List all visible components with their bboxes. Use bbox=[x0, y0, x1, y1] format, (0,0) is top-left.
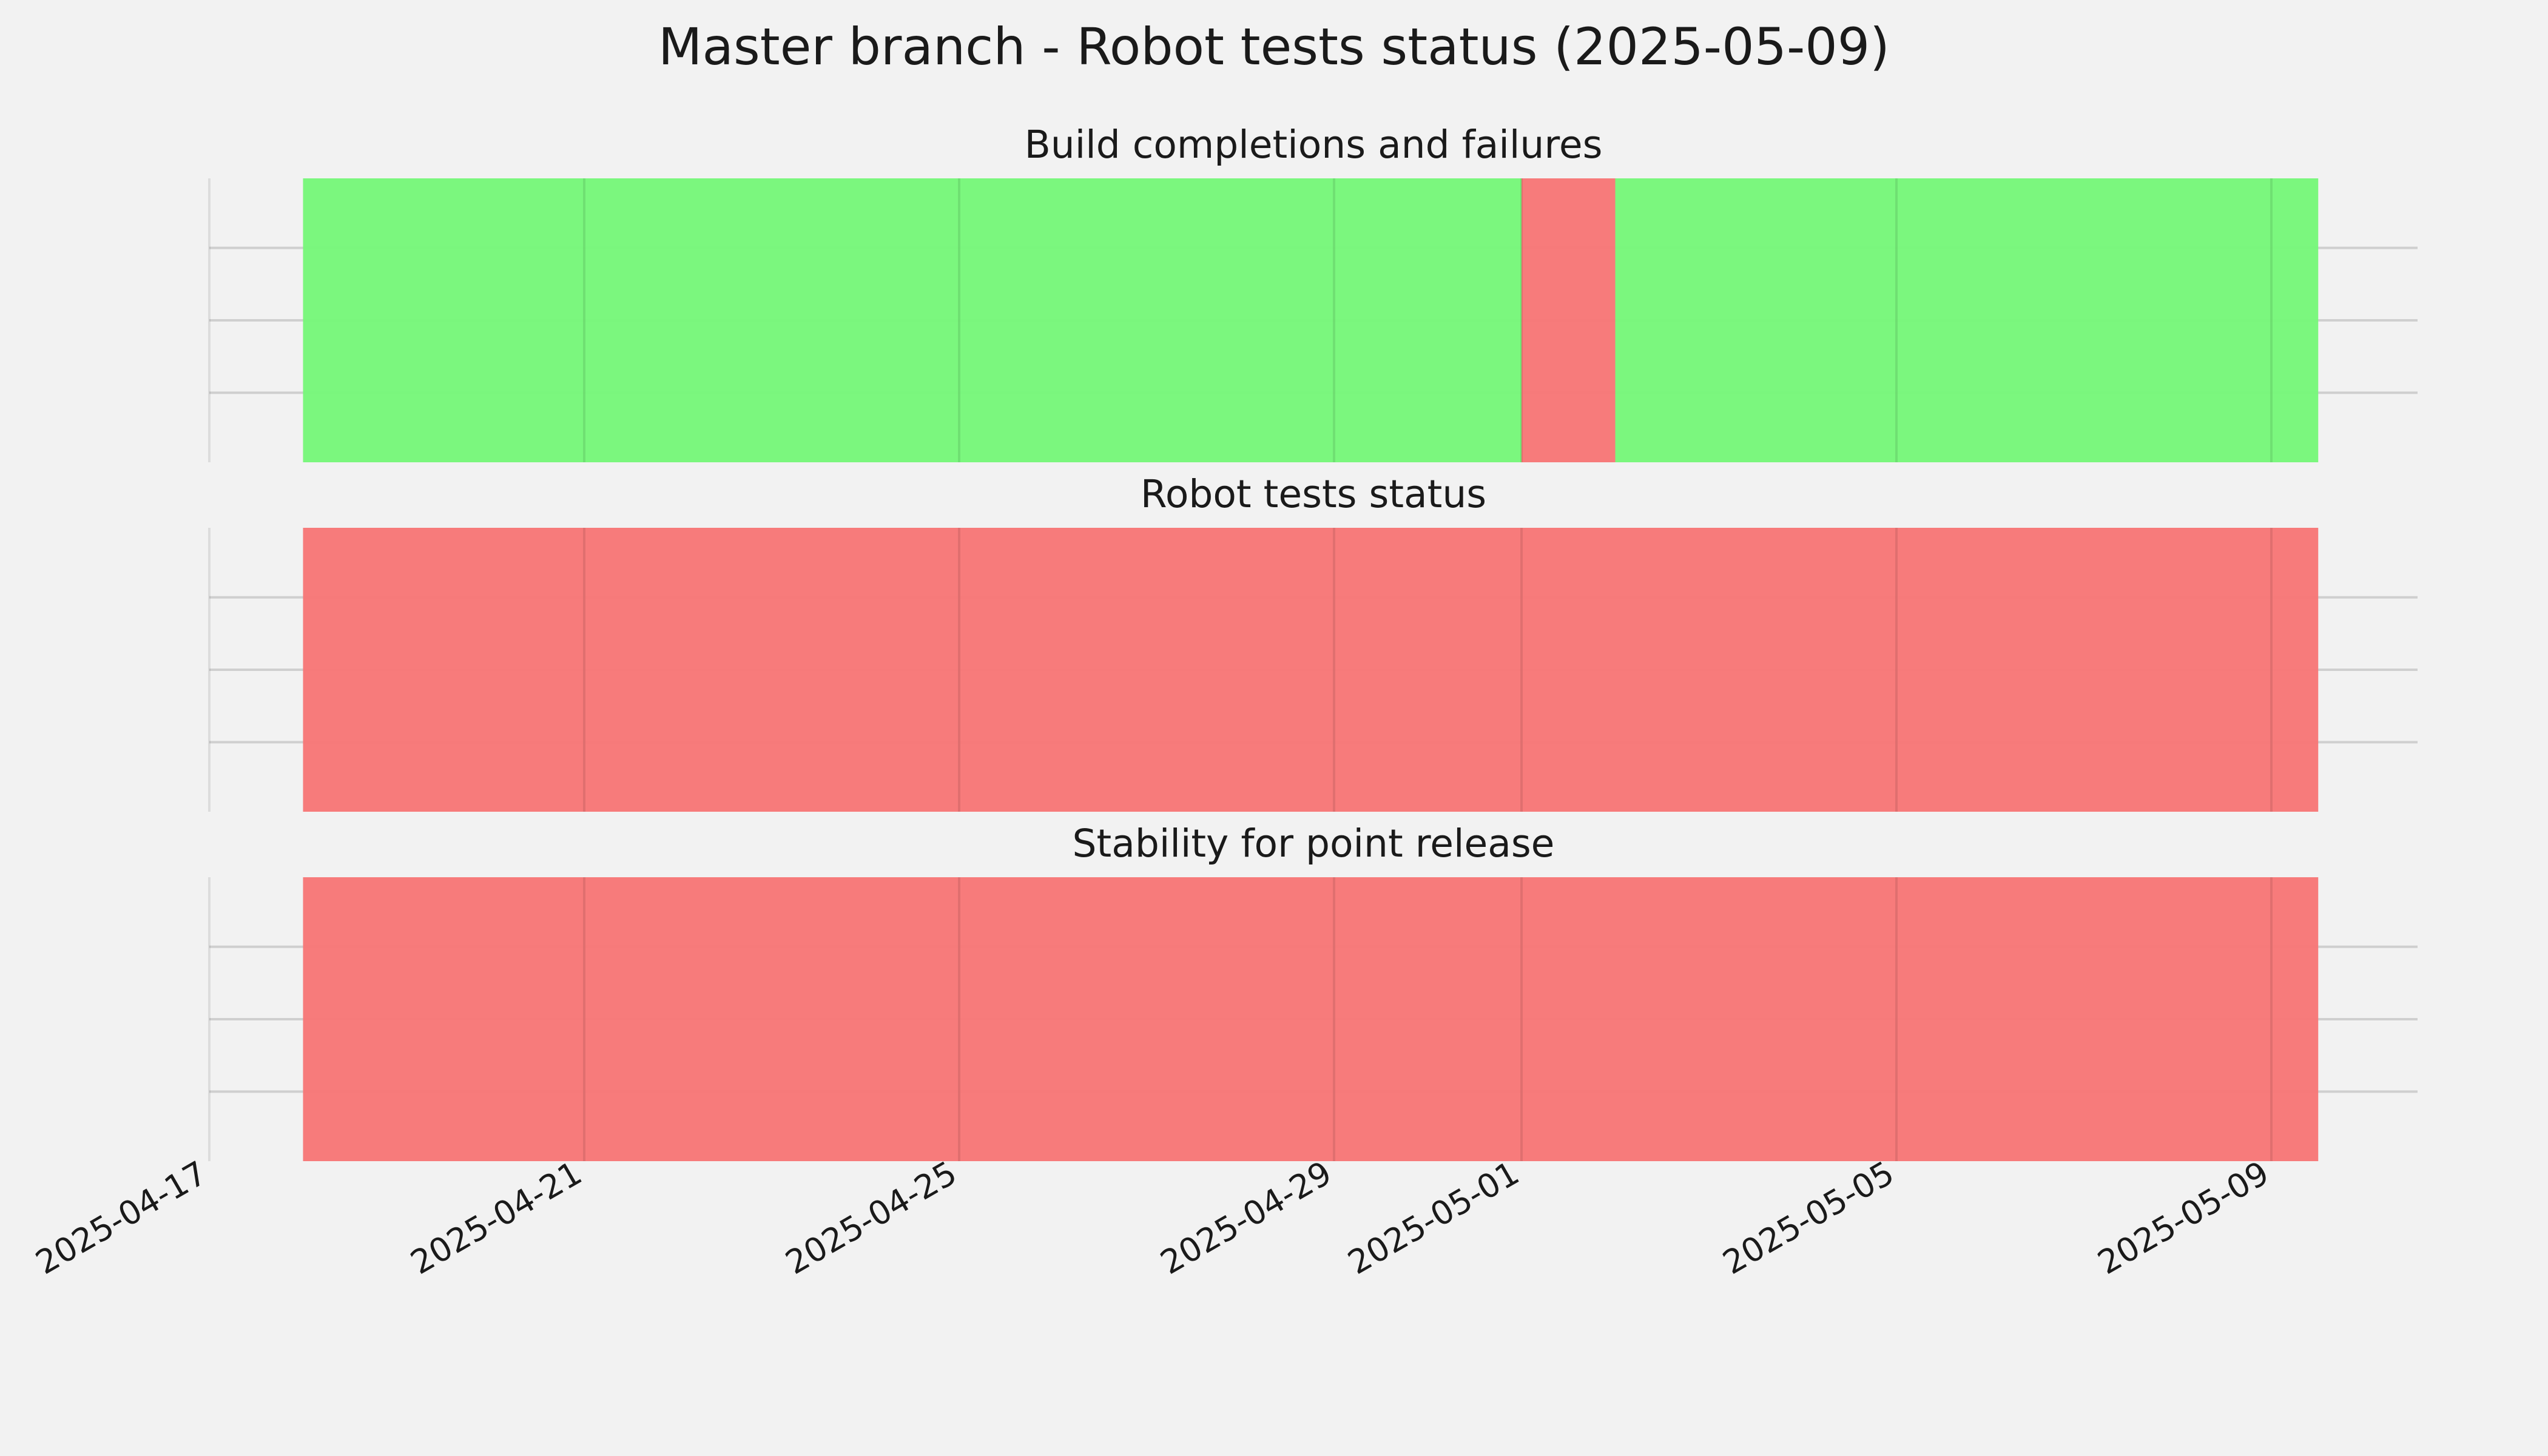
panel-title: Robot tests status bbox=[1141, 472, 1486, 516]
x-tick-label: 2025-04-21 bbox=[404, 1154, 588, 1282]
panel-2: Robot tests status bbox=[208, 472, 2418, 812]
x-tick-label: 2025-04-25 bbox=[779, 1154, 963, 1282]
x-tick-label: 2025-04-29 bbox=[1154, 1154, 1338, 1282]
panel-title: Stability for point release bbox=[1073, 821, 1555, 866]
panel-3: Stability for point release bbox=[208, 821, 2418, 1161]
segment-pass bbox=[1615, 178, 2319, 462]
segment-fail bbox=[1522, 178, 1616, 462]
panel-1: Build completions and failures bbox=[208, 123, 2418, 462]
chart-title: Master branch - Robot tests status (2025… bbox=[658, 17, 1890, 76]
x-tick-label: 2025-05-05 bbox=[1716, 1154, 1900, 1282]
x-tick-label: 2025-05-01 bbox=[1341, 1154, 1525, 1282]
panel-title: Build completions and failures bbox=[1025, 123, 1603, 167]
x-tick-label: 2025-04-17 bbox=[29, 1154, 213, 1282]
segment-fail bbox=[303, 877, 2319, 1161]
x-tick-label: 2025-05-09 bbox=[2091, 1154, 2275, 1282]
segment-pass bbox=[303, 178, 1522, 462]
x-axis-ticks: 2025-04-17 2025-04-21 2025-04-25 2025-04-29… bbox=[29, 1154, 2275, 1282]
panels-group: Build completions and failures Robot test… bbox=[208, 123, 2418, 1161]
segment-fail bbox=[303, 528, 2319, 812]
